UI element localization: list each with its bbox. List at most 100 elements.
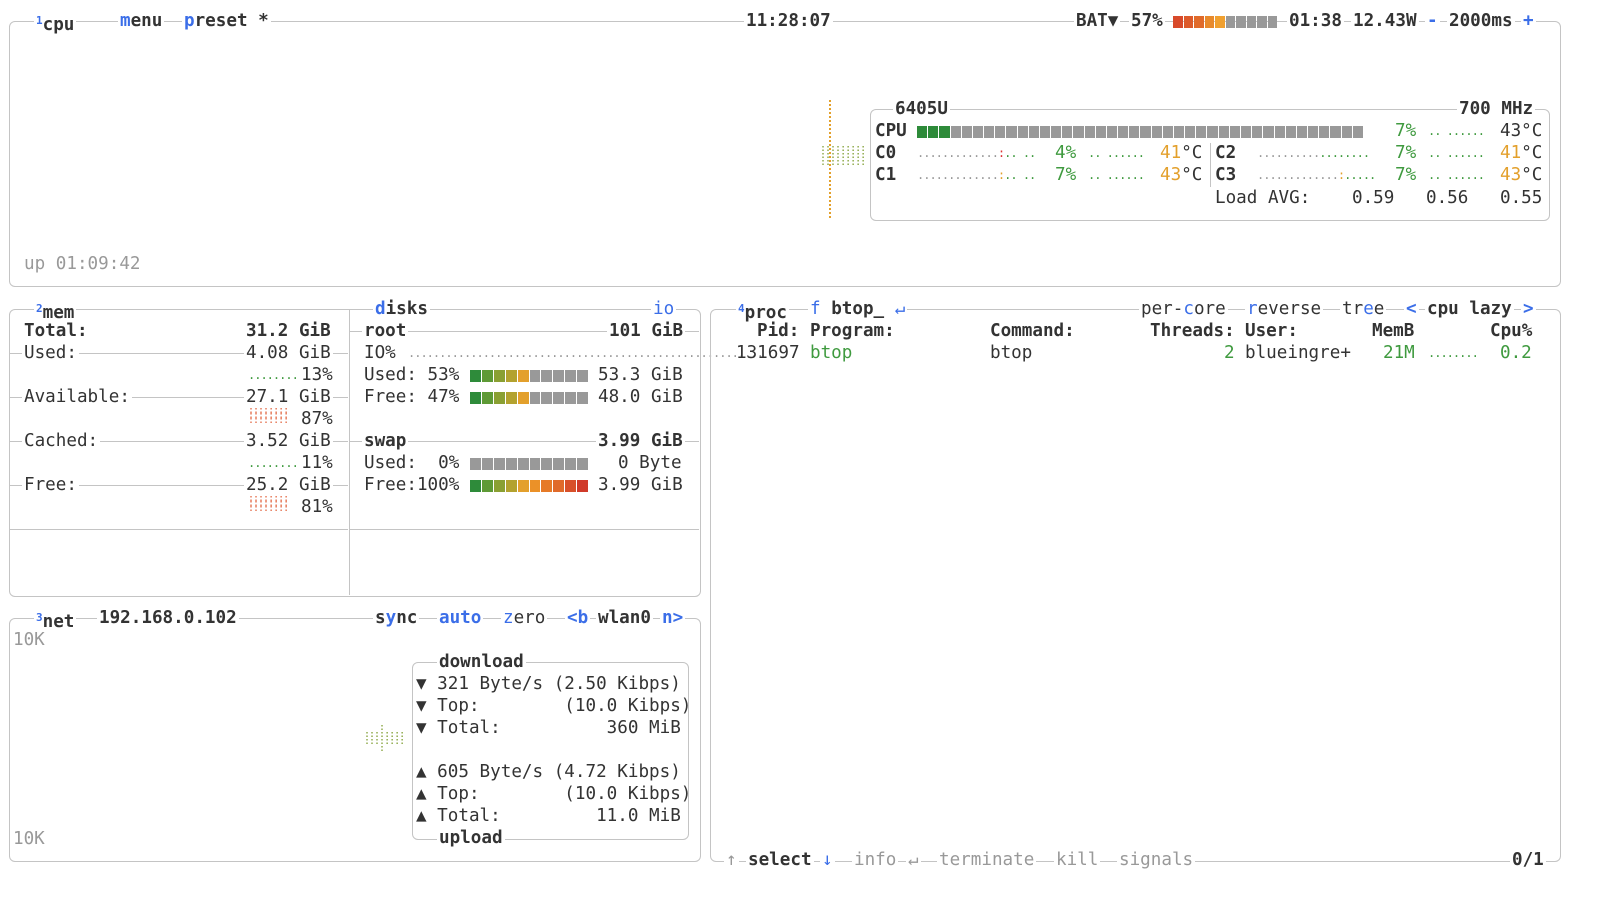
meter-segment <box>517 370 529 382</box>
meter-segment <box>1319 126 1330 138</box>
info-button[interactable]: info <box>852 849 899 871</box>
disk-io-label: IO% <box>364 343 396 363</box>
select-down-icon[interactable]: ↓ <box>820 849 835 871</box>
mem-cached-label: Cached: <box>22 430 101 452</box>
meter-segment <box>1051 126 1062 138</box>
net-prev-interface[interactable]: <b <box>565 607 591 629</box>
select-up-icon[interactable]: ↑ <box>724 849 739 871</box>
per-core-toggle[interactable]: per-core <box>1139 298 1228 320</box>
net-zero-toggle[interactable]: zero <box>501 607 548 629</box>
meter-segment <box>1073 126 1084 138</box>
col-command[interactable]: Command: <box>990 321 1075 341</box>
load-avg-1: 0.59 <box>1352 188 1395 208</box>
meter-segment <box>1039 126 1051 138</box>
meter-segment <box>928 126 939 138</box>
uptime: up 01:09:42 <box>22 253 143 275</box>
meter-segment <box>984 126 995 138</box>
meter-segment <box>1308 126 1319 138</box>
mem-available-percent: 87% <box>301 409 333 429</box>
sort-prev-button[interactable]: < <box>1404 298 1419 320</box>
mem-used-graph: ........ <box>248 368 299 382</box>
meter-segment <box>1229 126 1240 138</box>
reverse-toggle[interactable]: reverse <box>1245 298 1324 320</box>
meter-segment <box>565 458 577 470</box>
battery-label: BAT▼ <box>1074 10 1121 32</box>
meter-segment <box>493 370 505 382</box>
mem-available-graph: :::::::::::::::::::::::: <box>248 405 289 426</box>
disks-title[interactable]: disks <box>373 298 430 320</box>
net-auto-toggle[interactable]: auto <box>437 607 484 629</box>
upload-rate: ▲ 605 Byte/s (4.72 Kibps) <box>416 762 681 782</box>
battery-bar <box>1173 16 1277 28</box>
net-next-interface[interactable]: n> <box>660 607 686 629</box>
meter-segment <box>493 392 505 404</box>
proc-panel-title[interactable]: 4proc <box>736 298 789 323</box>
meter-segment <box>1095 126 1106 138</box>
meter-segment <box>529 458 541 470</box>
cpu-total-percent: 7% <box>1395 121 1417 141</box>
upload-total: ▲ Total: 11.0 MiB <box>416 806 681 826</box>
cpu-panel-title[interactable]: 1cpu <box>34 10 77 35</box>
meter-segment <box>470 458 481 470</box>
meter-segment <box>1129 126 1140 138</box>
menu-button[interactable]: menu <box>118 10 165 32</box>
meter-segment <box>493 458 505 470</box>
meter-segment <box>577 370 589 382</box>
battery-percent: 57% <box>1129 10 1165 32</box>
meter-segment <box>939 126 950 138</box>
col-mem[interactable]: MemB <box>1372 321 1415 341</box>
disk-free-label: Free: 47% <box>364 387 460 407</box>
kill-button[interactable]: kill <box>1054 849 1101 871</box>
swap-free-bar <box>470 480 589 492</box>
signals-button[interactable]: signals <box>1117 849 1196 871</box>
col-threads[interactable]: Threads: <box>1150 321 1235 341</box>
net-graph-dots: ::::::::::::::::: : <box>364 722 405 754</box>
meter-segment <box>565 370 577 382</box>
core-temp: 41°C <box>1160 143 1203 163</box>
preset-button[interactable]: preset * <box>182 10 271 32</box>
interval-decrease-button[interactable]: - <box>1425 10 1440 32</box>
meter-segment <box>1274 126 1285 138</box>
net-scale-bottom: 10K <box>13 829 45 849</box>
meter-segment <box>961 126 972 138</box>
cpu-total-bar <box>917 126 1363 138</box>
col-pid[interactable]: Pid: <box>757 321 800 341</box>
meter-segment <box>1263 126 1274 138</box>
meter-segment <box>1352 126 1363 138</box>
meter-segment <box>505 458 517 470</box>
net-scale-top: 10K <box>13 630 45 650</box>
terminate-button[interactable]: terminate <box>937 849 1037 871</box>
mem-disks-divider <box>349 310 350 595</box>
net-sync-toggle[interactable]: sync <box>373 607 420 629</box>
interval-increase-button[interactable]: + <box>1521 10 1536 32</box>
disks-bottom-divider <box>350 529 699 530</box>
sort-next-button[interactable]: > <box>1521 298 1536 320</box>
mem-panel <box>9 309 701 597</box>
swap-used-bar <box>470 458 589 470</box>
proc-mem: 21M <box>1383 343 1415 363</box>
meter-segment <box>481 392 493 404</box>
disk-size: 101 GiB <box>607 320 686 342</box>
swap-free-label: Free:100% <box>364 475 460 495</box>
proc-filter-input[interactable]: f btop_ ↵ <box>808 298 908 320</box>
meter-segment <box>1240 126 1252 138</box>
meter-segment <box>917 126 928 138</box>
net-ip: 192.168.0.102 <box>97 607 239 629</box>
col-program[interactable]: Program: <box>810 321 895 341</box>
tree-toggle[interactable]: tree <box>1340 298 1387 320</box>
net-panel-title[interactable]: 3net <box>34 607 77 632</box>
net-interface: wlan0 <box>596 607 653 629</box>
proc-count: 0/1 <box>1510 849 1546 871</box>
mem-panel-title[interactable]: 2mem <box>34 298 77 323</box>
core-percent: 7% <box>1395 165 1417 185</box>
mem-free-percent: 81% <box>301 497 333 517</box>
proc-program: btop <box>810 343 853 363</box>
io-toggle-button[interactable]: io <box>651 298 677 320</box>
core-label: C1 <box>875 165 897 185</box>
col-cpu[interactable]: Cpu% <box>1490 321 1533 341</box>
col-user[interactable]: User: <box>1245 321 1298 341</box>
meter-segment <box>470 370 481 382</box>
core-graph: .............:.. .. <box>917 168 1036 182</box>
disk-name: root <box>362 320 409 342</box>
core-temp-graph: .. ...... <box>1088 168 1145 182</box>
